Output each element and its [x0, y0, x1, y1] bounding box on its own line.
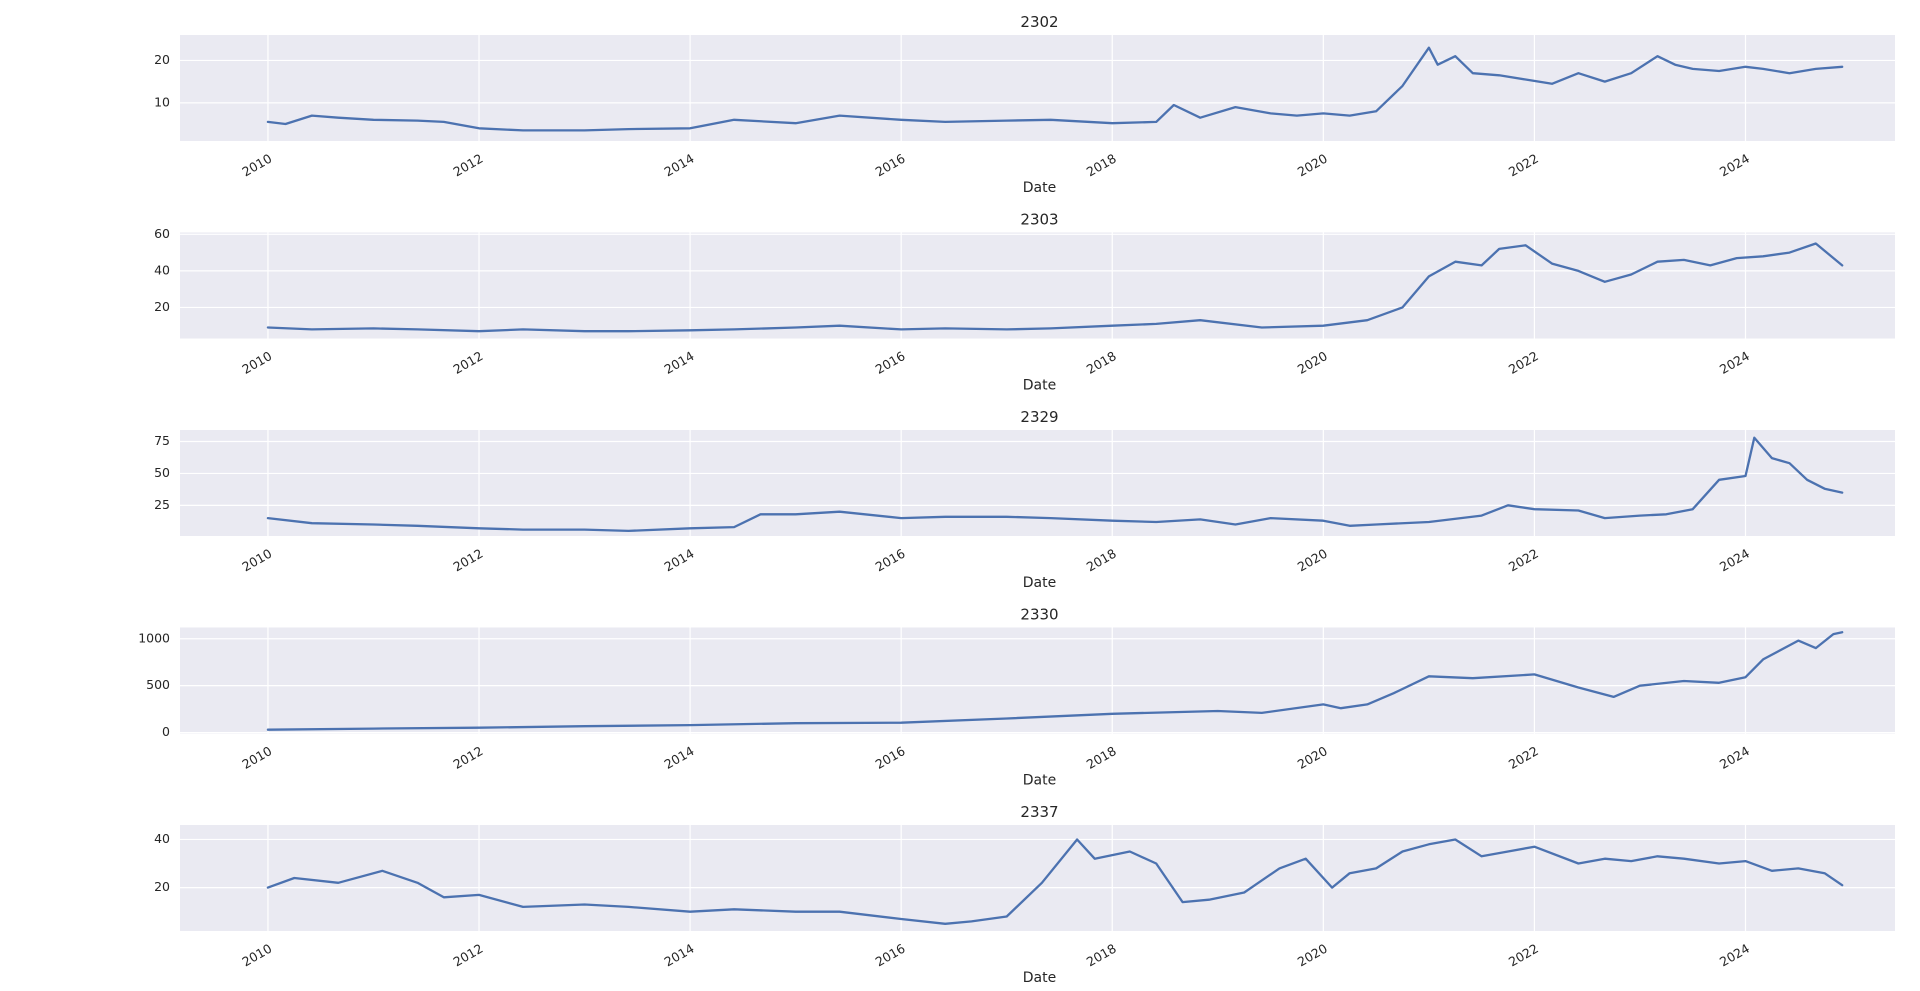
x-tick-label: 2016	[873, 941, 908, 970]
plot-area	[180, 627, 1895, 734]
subplot-title: 2329	[1020, 408, 1058, 426]
x-tick-label: 2010	[239, 151, 274, 180]
x-tick-label: 2022	[1506, 151, 1541, 180]
y-tick-label: 75	[154, 433, 170, 448]
subplot-2329: 2010 2012 2014 2016 2018 2020 2022 2024 25 50 75 23…	[154, 408, 1895, 591]
x-tick-label: 2020	[1295, 348, 1330, 377]
x-tick-label: 2024	[1717, 151, 1752, 180]
subplot-2302: 2010 2012 2014 2016 2018 2020 2022 2024 10 20 2302…	[154, 13, 1895, 196]
y-tick-label: 20	[154, 299, 170, 314]
subplot-2303: 2010 2012 2014 2016 2018 2020 2022 2024 20 40 60 23…	[154, 211, 1895, 394]
x-tick-label: 2010	[239, 941, 274, 970]
x-tick-label: 2014	[662, 151, 697, 180]
plot-area	[180, 430, 1895, 536]
y-tick-label: 60	[154, 226, 170, 241]
x-tick-label: 2024	[1717, 941, 1752, 970]
x-tick-label: 2012	[450, 151, 485, 180]
x-tick-label: 2014	[662, 941, 697, 970]
subplot-2330: 2010 2012 2014 2016 2018 2020 2022 2024 0 500 1000…	[138, 606, 1895, 789]
x-tick-label: 2014	[662, 546, 697, 575]
subplot-title: 2330	[1020, 606, 1058, 624]
y-tick-label: 1000	[138, 630, 170, 645]
x-tick-label: 2016	[873, 348, 908, 377]
series-line	[266, 242, 1844, 333]
series-line	[266, 46, 1844, 132]
x-tick-label: 2010	[239, 743, 274, 772]
x-tick-label: 2014	[662, 743, 697, 772]
y-tick-label: 20	[154, 879, 170, 894]
y-tick-label: 50	[154, 465, 170, 480]
x-tick-label: 2010	[239, 546, 274, 575]
series-line	[266, 436, 1844, 533]
x-tick-label: 2016	[873, 151, 908, 180]
plot-area	[180, 825, 1895, 931]
y-tick-label: 10	[154, 94, 170, 109]
x-axis-label: Date	[1023, 180, 1056, 196]
y-tick-label: 40	[154, 262, 170, 277]
x-tick-label: 2016	[873, 546, 908, 575]
x-tick-label: 2012	[450, 941, 485, 970]
plot-area	[180, 35, 1895, 141]
x-tick-label: 2022	[1506, 941, 1541, 970]
x-tick-label: 2018	[1084, 546, 1119, 575]
x-axis-label: Date	[1023, 575, 1056, 591]
x-tick-label: 2022	[1506, 743, 1541, 772]
x-axis-label: Date	[1023, 970, 1056, 986]
x-tick-label: 2022	[1506, 546, 1541, 575]
subplot-2337: 2010 2012 2014 2016 2018 2020 2022 2024 20 40 2337…	[154, 803, 1895, 986]
x-tick-label: 2024	[1717, 546, 1752, 575]
y-tick-label: 0	[162, 724, 170, 739]
series-line	[266, 838, 1844, 925]
x-tick-label: 2020	[1295, 546, 1330, 575]
x-tick-label: 2018	[1084, 151, 1119, 180]
subplot-title: 2337	[1020, 803, 1058, 821]
x-axis-label: Date	[1023, 773, 1056, 789]
y-tick-label: 25	[154, 497, 170, 512]
x-tick-label: 2012	[450, 743, 485, 772]
subplot-title: 2302	[1020, 13, 1058, 31]
x-tick-label: 2010	[239, 348, 274, 377]
x-tick-label: 2012	[450, 348, 485, 377]
x-tick-label: 2022	[1506, 348, 1541, 377]
x-tick-label: 2018	[1084, 941, 1119, 970]
x-tick-label: 2020	[1295, 743, 1330, 772]
x-tick-label: 2020	[1295, 151, 1330, 180]
y-tick-label: 40	[154, 831, 170, 846]
x-axis-label: Date	[1023, 378, 1056, 394]
x-tick-label: 2018	[1084, 348, 1119, 377]
x-tick-label: 2024	[1717, 743, 1752, 772]
x-tick-label: 2020	[1295, 941, 1330, 970]
y-tick-label: 20	[154, 52, 170, 67]
x-tick-label: 2012	[450, 546, 485, 575]
subplot-title: 2303	[1020, 211, 1058, 229]
x-tick-label: 2024	[1717, 348, 1752, 377]
y-tick-label: 500	[146, 677, 170, 692]
x-tick-label: 2018	[1084, 743, 1119, 772]
plot-area	[180, 232, 1895, 339]
series-line	[266, 631, 1844, 731]
x-tick-label: 2016	[873, 743, 908, 772]
x-tick-label: 2014	[662, 348, 697, 377]
